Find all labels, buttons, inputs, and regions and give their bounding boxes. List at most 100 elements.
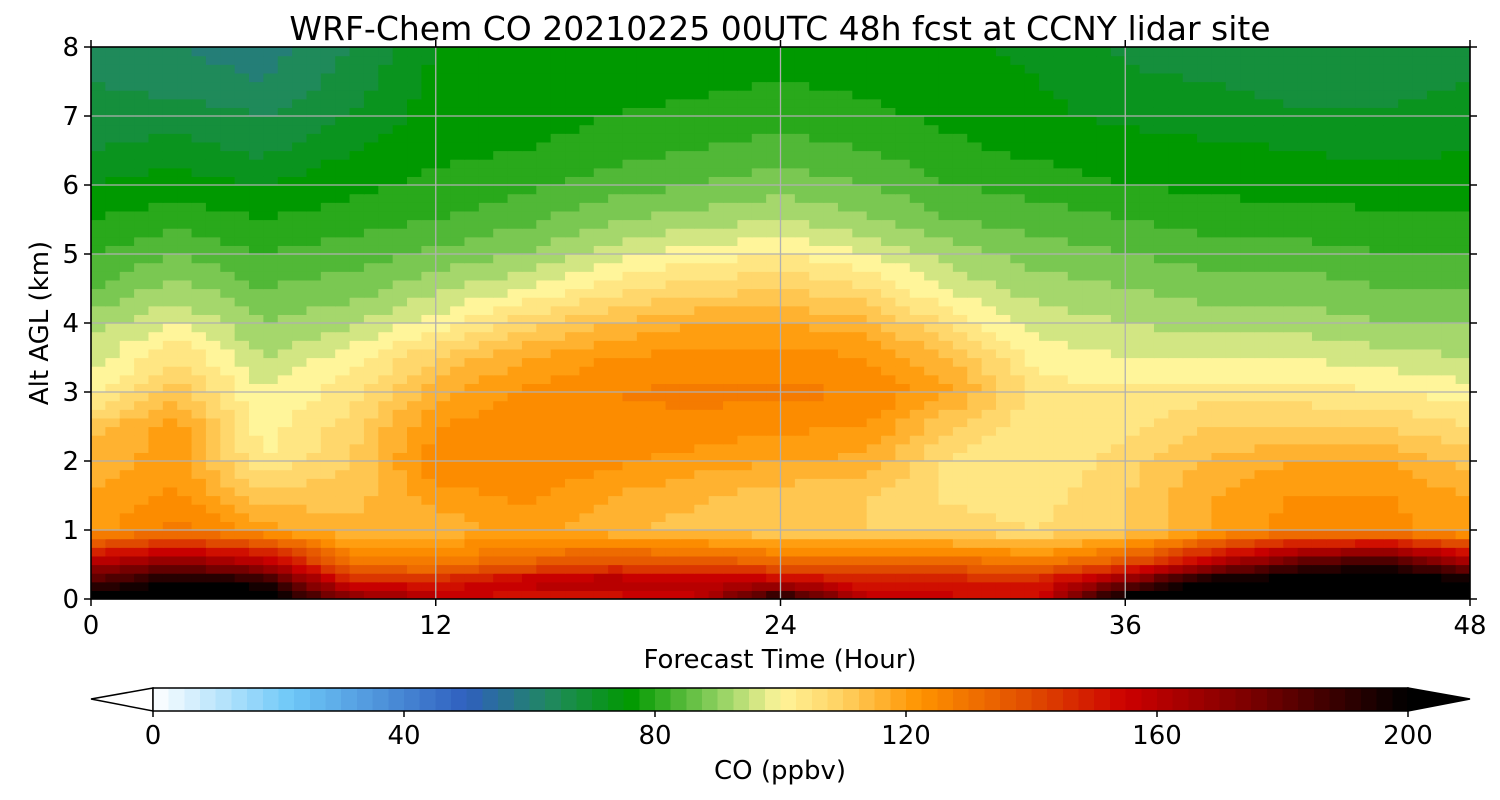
field-cell: [1039, 538, 1055, 548]
field-cell: [866, 271, 882, 281]
field-cell: [536, 417, 552, 428]
field-cell: [723, 504, 738, 514]
field-cell: [708, 478, 724, 488]
field-cell: [1024, 193, 1040, 203]
field-cell: [507, 357, 523, 367]
field-cell: [622, 452, 638, 462]
field-cell: [895, 236, 911, 246]
field-cell: [1211, 314, 1227, 324]
field-cell: [277, 348, 293, 359]
field-cell: [823, 581, 839, 591]
field-cell: [938, 340, 954, 350]
field-cell: [478, 159, 494, 169]
field-cell: [565, 555, 580, 566]
field-cell: [191, 443, 207, 453]
field-cell: [1398, 210, 1414, 221]
field-cell: [234, 538, 250, 548]
field-cell: [277, 409, 293, 419]
field-cell: [521, 228, 537, 238]
field-cell: [292, 495, 308, 505]
field-cell: [1254, 357, 1270, 367]
field-cell: [407, 228, 422, 238]
field-cell: [134, 254, 150, 264]
field-cell: [205, 150, 221, 160]
field-cell: [809, 530, 825, 540]
field-cell: [91, 392, 106, 402]
field-cell: [507, 185, 523, 195]
field-cell: [723, 314, 738, 324]
field-cell: [148, 478, 164, 488]
field-cell: [1197, 331, 1213, 341]
field-cell: [608, 159, 624, 169]
field-cell: [205, 495, 221, 505]
field-cell: [1168, 254, 1184, 264]
field-cell: [1053, 366, 1069, 376]
field-cell: [1398, 228, 1414, 238]
field-cell: [349, 357, 365, 367]
field-cell: [1010, 547, 1026, 557]
field-cell: [550, 521, 566, 531]
field-cell: [550, 245, 566, 255]
field-cell: [708, 323, 724, 333]
field-cell: [636, 417, 652, 428]
field-cell: [105, 435, 121, 445]
field-cell: [665, 331, 681, 341]
field-cell: [1010, 478, 1026, 488]
field-cell: [464, 409, 480, 419]
field-cell: [292, 590, 308, 599]
field-cell: [694, 452, 710, 462]
field-cell: [521, 573, 537, 583]
field-cell: [1268, 392, 1284, 402]
field-cell: [1412, 581, 1428, 591]
field-cell: [450, 392, 466, 402]
field-cell: [909, 461, 925, 471]
field-cell: [1441, 530, 1457, 540]
field-cell: [464, 504, 480, 514]
field-cell: [981, 288, 997, 298]
field-cell: [1412, 409, 1428, 419]
field-cell: [723, 461, 738, 471]
field-cell: [464, 366, 480, 376]
field-cell: [550, 150, 566, 160]
field-cell: [277, 564, 293, 574]
field-cell: [1197, 150, 1213, 160]
field-cell: [924, 461, 940, 471]
field-cell: [507, 521, 523, 531]
field-cell: [550, 504, 566, 514]
field-cell: [1225, 469, 1241, 479]
field-cell: [1197, 521, 1213, 531]
field-cell: [277, 185, 293, 195]
field-cell: [249, 245, 264, 255]
field-cell: [407, 305, 422, 315]
field-cell: [407, 530, 422, 540]
field-cell: [320, 331, 336, 341]
field-cell: [981, 202, 997, 212]
field-cell: [1125, 219, 1141, 229]
field-cell: [1225, 521, 1241, 531]
field-cell: [1211, 443, 1227, 453]
field-cell: [521, 271, 537, 281]
field-cell: [493, 521, 509, 531]
field-cell: [1182, 219, 1198, 229]
field-cell: [665, 452, 681, 462]
field-cell: [1096, 392, 1112, 402]
field-cell: [1455, 538, 1470, 548]
field-cell: [220, 331, 236, 341]
field-cell: [1369, 193, 1385, 203]
field-cell: [981, 340, 997, 350]
field-cell: [1398, 331, 1414, 341]
field-cell: [1096, 288, 1112, 298]
field-cell: [766, 469, 782, 479]
field-cell: [507, 193, 523, 203]
field-cell: [263, 305, 279, 315]
field-cell: [349, 555, 365, 566]
field-cell: [464, 288, 480, 298]
field-cell: [1182, 521, 1198, 531]
field-cell: [177, 538, 193, 548]
field-cell: [521, 374, 537, 384]
field-cell: [105, 590, 121, 599]
field-cell: [1024, 305, 1040, 315]
field-cell: [1412, 185, 1428, 195]
field-cell: [392, 159, 408, 169]
field-cell: [1039, 555, 1055, 566]
